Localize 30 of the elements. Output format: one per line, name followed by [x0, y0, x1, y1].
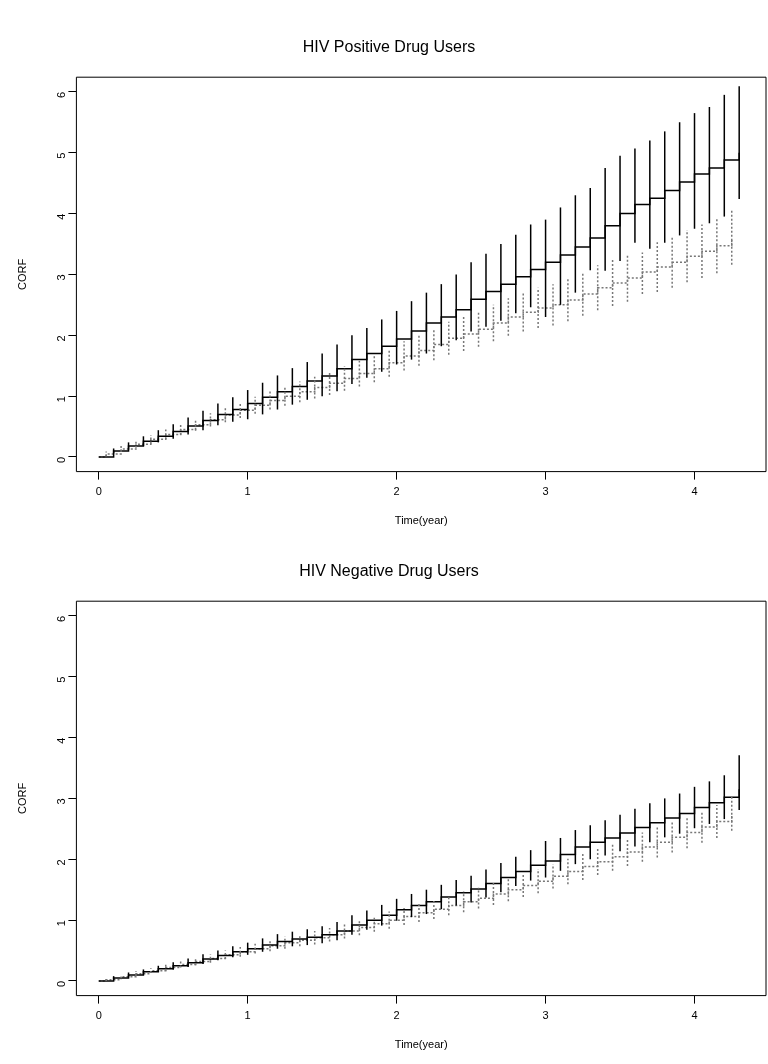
y-axis-title: CORF [15, 258, 28, 290]
y-tick-label: 1 [55, 920, 68, 927]
y-tick-label: 3 [55, 798, 68, 805]
y-tick-label: 4 [55, 213, 68, 220]
chart-title: HIV Positive Drug Users [302, 38, 476, 56]
y-axis-title: CORF [15, 782, 28, 814]
x-tick-label: 0 [95, 1009, 102, 1022]
y-tick-label: 5 [55, 676, 68, 683]
x-tick-label: 2 [393, 485, 400, 498]
x-tick-label: 2 [393, 1009, 400, 1022]
y-tick-label: 5 [55, 152, 68, 159]
chart-title: HIV Negative Drug Users [299, 562, 479, 580]
x-tick-label: 3 [542, 485, 549, 498]
y-tick-label: 0 [55, 456, 68, 464]
y-tick-label: 2 [55, 859, 68, 866]
y-tick-label: 1 [55, 396, 68, 403]
y-tick-label: 6 [55, 91, 68, 98]
x-tick-label: 3 [542, 1009, 549, 1022]
x-tick-label: 1 [244, 1009, 251, 1022]
x-tick-label: 4 [691, 1009, 698, 1022]
y-tick-label: 4 [55, 737, 68, 744]
x-tick-label: 1 [244, 485, 251, 498]
x-axis-title: Time(year) [394, 1038, 448, 1051]
y-tick-label: 6 [55, 615, 68, 622]
y-tick-label: 3 [55, 274, 68, 281]
y-tick-label: 0 [55, 980, 68, 988]
x-axis-title: Time(year) [394, 514, 448, 527]
x-tick-label: 4 [691, 485, 698, 498]
y-tick-label: 2 [55, 335, 68, 342]
x-tick-label: 0 [95, 485, 102, 498]
